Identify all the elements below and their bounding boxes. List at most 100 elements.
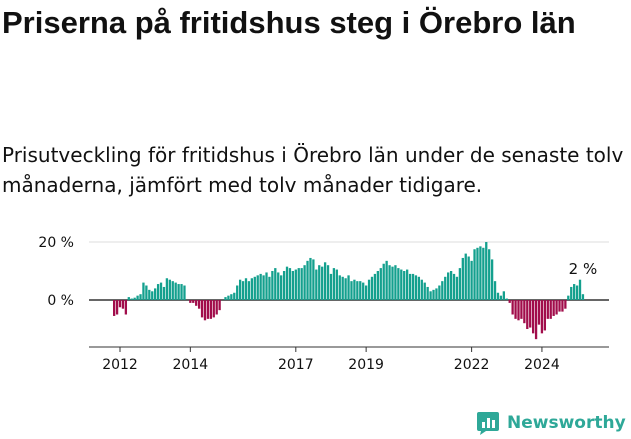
bar <box>385 260 388 300</box>
bar <box>526 300 529 329</box>
bar <box>197 300 201 309</box>
bar <box>321 266 324 300</box>
bar <box>356 281 359 300</box>
bar <box>461 257 464 300</box>
bar <box>575 285 579 300</box>
bar <box>376 271 379 300</box>
bar <box>367 279 371 300</box>
bar <box>449 271 453 300</box>
bar <box>142 282 145 300</box>
bar <box>338 275 341 300</box>
bar <box>400 269 403 300</box>
axes <box>89 346 609 352</box>
bar <box>511 300 514 315</box>
bar <box>485 242 488 300</box>
bar <box>329 273 333 300</box>
bar <box>414 275 418 300</box>
bar <box>159 282 163 300</box>
bar <box>291 271 295 300</box>
bar <box>570 286 573 300</box>
y-tick-label: 20 % <box>38 235 74 251</box>
bar <box>479 246 482 300</box>
bar <box>444 276 447 300</box>
bar <box>133 297 136 300</box>
bar <box>452 273 456 300</box>
bar <box>514 300 517 319</box>
bar <box>130 298 133 300</box>
bar <box>180 284 183 300</box>
bar <box>420 279 423 300</box>
bar <box>154 288 157 300</box>
bar <box>218 300 221 311</box>
bar <box>277 272 280 300</box>
bar <box>496 292 500 300</box>
bar <box>344 278 347 300</box>
bar <box>523 300 526 324</box>
x-tick-label: 2012 <box>102 357 138 373</box>
bar <box>230 294 233 300</box>
bar <box>282 271 286 300</box>
newsworthy-logo-icon <box>477 412 499 435</box>
bar <box>238 279 242 300</box>
bar <box>227 295 230 300</box>
bar <box>124 300 128 315</box>
bar <box>502 291 505 300</box>
bar <box>373 273 377 300</box>
bar <box>578 279 582 300</box>
bar <box>285 266 289 300</box>
bar <box>359 281 362 300</box>
bar <box>432 289 435 300</box>
bar <box>323 262 327 300</box>
bar <box>265 272 268 300</box>
bar <box>438 285 441 300</box>
bar <box>253 276 256 300</box>
bar <box>517 300 520 321</box>
bar <box>455 276 459 300</box>
bar <box>297 268 300 300</box>
chart-subtitle: Prisutveckling för fritidshus i Örebro l… <box>2 143 624 197</box>
bar <box>406 269 409 300</box>
bar <box>113 300 116 316</box>
bar <box>280 275 283 300</box>
bar <box>195 300 198 306</box>
bar <box>403 271 406 300</box>
bar <box>236 285 239 300</box>
bar <box>332 268 336 300</box>
bar <box>335 269 338 300</box>
bar <box>347 275 350 300</box>
bar <box>391 266 394 300</box>
bar <box>423 282 426 300</box>
bar <box>573 284 576 300</box>
bar <box>520 300 523 319</box>
bar <box>473 249 476 300</box>
bar <box>529 300 532 328</box>
bar <box>247 281 251 300</box>
bar <box>470 260 473 300</box>
bar <box>394 265 397 300</box>
bar <box>139 294 142 300</box>
bars <box>113 242 585 340</box>
brand-name: Newsworthy <box>507 413 626 433</box>
bar <box>156 284 160 300</box>
bar <box>259 273 262 300</box>
bar <box>174 282 177 300</box>
x-tick-label: 2017 <box>278 357 314 373</box>
bar <box>189 300 192 303</box>
bar <box>370 276 374 300</box>
bar <box>151 291 154 300</box>
bar <box>408 273 412 300</box>
bar <box>353 279 356 300</box>
bar <box>464 253 467 300</box>
bar <box>482 247 485 300</box>
bar <box>127 297 130 300</box>
bar <box>558 300 561 312</box>
bar <box>183 285 186 300</box>
bar <box>224 297 227 300</box>
last-value-label: 2 % <box>569 260 598 278</box>
brand-logo: Newsworthy <box>476 408 626 438</box>
bar <box>537 300 541 325</box>
bar <box>417 276 421 300</box>
bar <box>268 276 271 300</box>
bar <box>148 289 151 300</box>
bar <box>309 257 312 300</box>
